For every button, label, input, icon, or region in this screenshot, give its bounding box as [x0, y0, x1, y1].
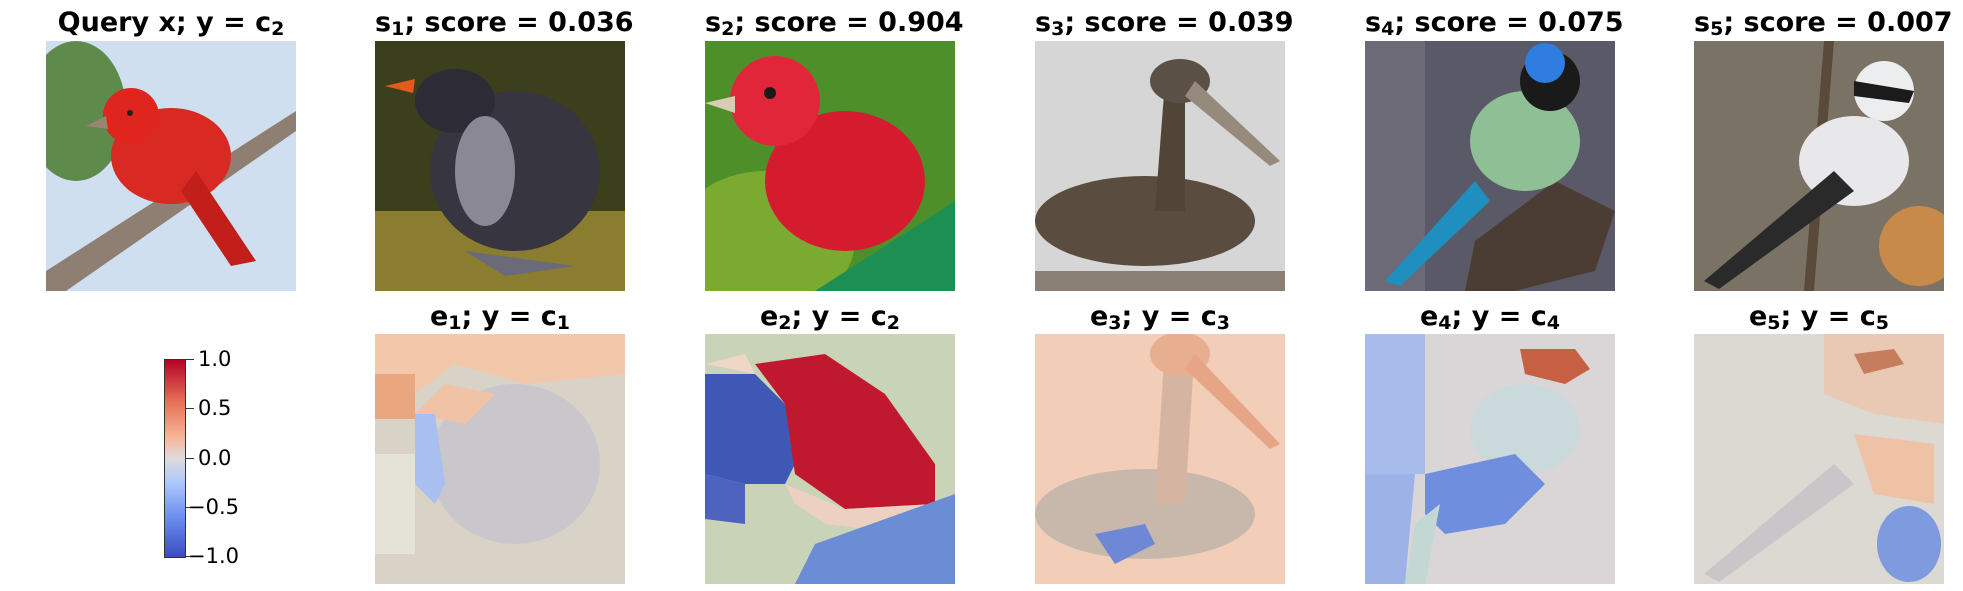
- colorbar: [164, 359, 186, 558]
- e5-title: e5; y = c5: [1748, 301, 1889, 334]
- s1-image: [375, 41, 625, 291]
- s5-image: [1694, 41, 1944, 291]
- query-image: [46, 41, 296, 291]
- colorbar-tick: [186, 507, 194, 508]
- query-title: Query x; y = c2: [57, 7, 285, 40]
- s1-title: s1; score = 0.036: [375, 7, 634, 40]
- colorbar-tick-label: −0.5: [188, 495, 239, 519]
- s3-title: s3; score = 0.039: [1035, 7, 1294, 40]
- colorbar-tick: [186, 408, 194, 409]
- e5-map: [1694, 334, 1944, 584]
- e2-map: [705, 334, 955, 584]
- colorbar-tick: [186, 359, 194, 360]
- colorbar-tick: [186, 556, 194, 557]
- colorbar-tick: [186, 458, 194, 459]
- s3-image: [1035, 41, 1285, 291]
- s4-image: [1365, 41, 1615, 291]
- s2-image: [705, 41, 955, 291]
- e3-title: e3; y = c3: [1089, 301, 1230, 334]
- e1-title: e1; y = c1: [429, 301, 570, 334]
- e3-map: [1035, 334, 1285, 584]
- colorbar-tick-label: −1.0: [188, 544, 239, 568]
- colorbar-tick-label: 1.0: [198, 347, 232, 371]
- s5-title: s5; score = 0.007: [1694, 7, 1953, 40]
- colorbar-tick-label: 0.0: [198, 446, 232, 470]
- e2-title: e2; y = c2: [759, 301, 900, 334]
- s2-title: s2; score = 0.904: [705, 7, 964, 40]
- s4-title: s4; score = 0.075: [1365, 7, 1624, 40]
- colorbar-tick-label: 0.5: [198, 396, 232, 420]
- e4-map: [1365, 334, 1615, 584]
- e4-title: e4; y = c4: [1419, 301, 1560, 334]
- e1-map: [375, 334, 625, 584]
